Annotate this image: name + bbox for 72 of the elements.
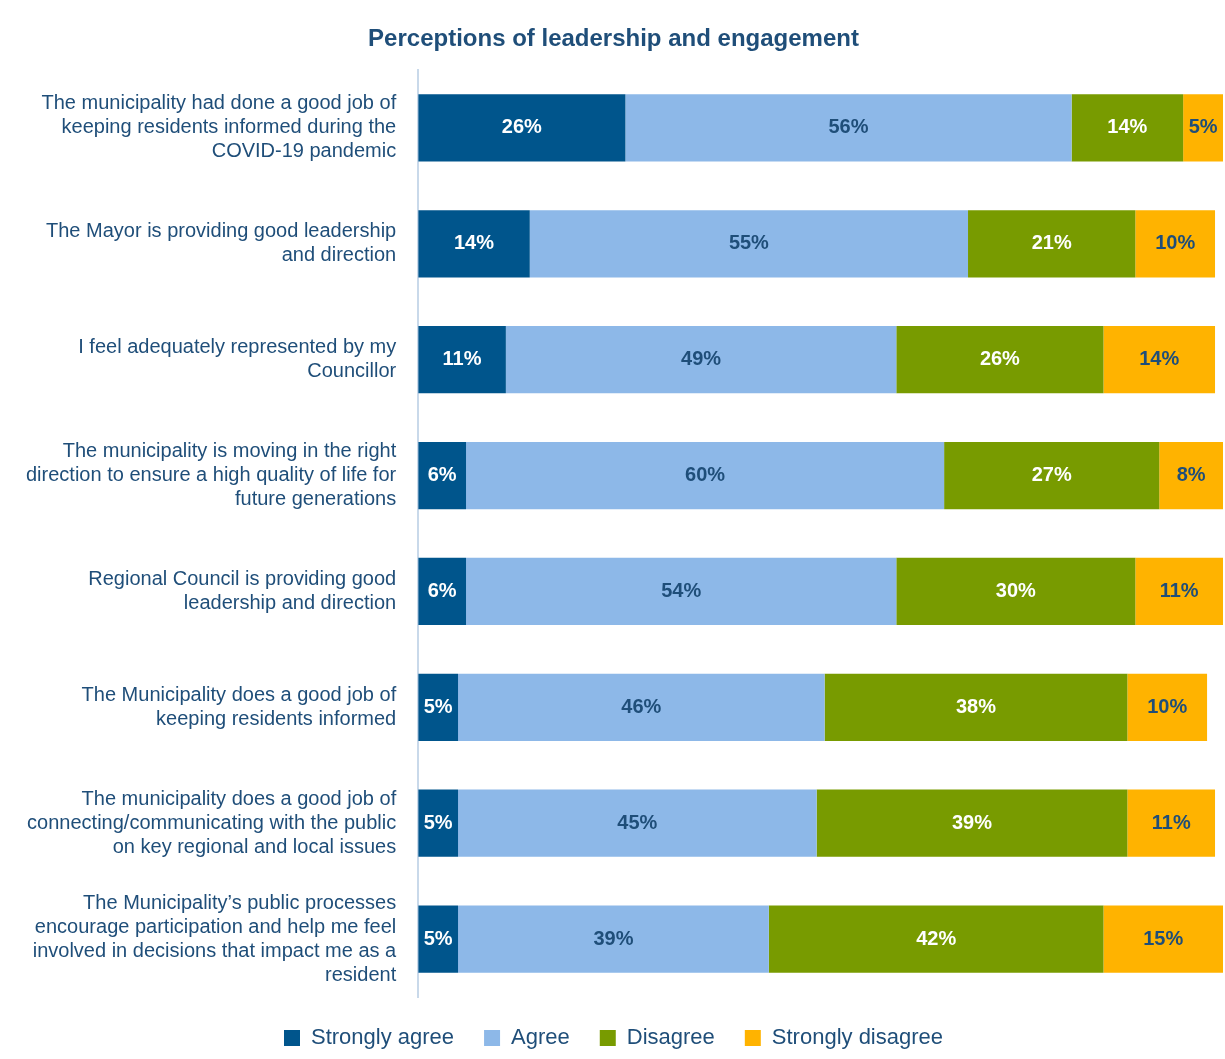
bar <box>1103 326 1216 394</box>
bar <box>418 210 530 278</box>
y-tick-label: The Mayor is providing good leadership and direction <box>46 219 397 266</box>
data-label: 27% <box>1031 463 1072 486</box>
data-label: 38% <box>955 694 997 717</box>
data-label: 60% <box>685 463 726 486</box>
data-label: 6% <box>427 463 457 486</box>
y-tick-label: I feel adequately represented by my Councillor <box>78 335 397 382</box>
y-tick-label: Regional Council is providing good leadership and direction <box>88 566 397 613</box>
bar <box>1183 94 1223 162</box>
data-label: 26% <box>501 115 543 138</box>
bar <box>418 326 506 394</box>
data-label: 30% <box>995 578 1037 601</box>
y-tick-label: The Municipality does a good job of keeping residents informed <box>81 682 397 729</box>
data-label: 39% <box>593 926 634 949</box>
data-label: 8% <box>1176 463 1206 486</box>
data-label: 11% <box>442 347 482 370</box>
legend-label: Strongly agree <box>310 1024 455 1050</box>
bar <box>458 789 817 857</box>
legend-label: Strongly disagree <box>771 1024 944 1050</box>
data-label: 46% <box>621 694 662 717</box>
data-label: 14% <box>1139 347 1180 370</box>
bar <box>458 673 825 741</box>
y-tick-label: The municipality had done a good job of keeping residents informed during the COVID-19 pandemic <box>41 91 397 162</box>
bar <box>1127 673 1208 741</box>
data-label: 26% <box>979 347 1021 370</box>
data-label: 6% <box>427 578 457 601</box>
bar <box>1127 789 1216 857</box>
bar <box>1159 441 1223 510</box>
data-label: 5% <box>1188 115 1218 138</box>
data-label: 11% <box>1151 810 1191 833</box>
bar <box>529 210 969 278</box>
y-tick-label: The municipality does a good job of connecting/communicating with the public on key regional and local issues <box>27 786 397 857</box>
bar <box>768 905 1104 973</box>
legend-label: Agree <box>511 1024 570 1050</box>
bar <box>896 557 1136 626</box>
data-label: 11% <box>1159 578 1199 601</box>
bar <box>824 673 1128 741</box>
bar <box>816 789 1128 857</box>
data-label: 21% <box>1031 231 1072 254</box>
data-label: 10% <box>1155 231 1196 254</box>
bar <box>1071 94 1184 162</box>
data-label: 10% <box>1147 694 1188 717</box>
data-label: 54% <box>661 578 702 601</box>
data-label: 42% <box>916 926 957 949</box>
y-tick-label: The municipality is moving in the right direction to ensure a high quality of life for future generations <box>26 439 397 510</box>
data-label: 14% <box>453 231 495 254</box>
bar <box>1135 210 1216 278</box>
bar <box>458 905 769 973</box>
data-label: 45% <box>617 810 658 833</box>
data-label: 14% <box>1107 115 1148 138</box>
bar <box>466 441 945 510</box>
data-label: 5% <box>423 926 453 949</box>
bar <box>944 441 1160 510</box>
legend-label: Disagree <box>626 1024 715 1050</box>
bar <box>505 326 897 394</box>
bar <box>1103 905 1223 973</box>
data-label: 5% <box>423 810 453 833</box>
data-label: 39% <box>951 810 993 833</box>
bar <box>625 94 1072 162</box>
data-label: 55% <box>728 231 770 254</box>
bar <box>466 557 897 626</box>
data-label: 15% <box>1143 926 1184 949</box>
y-tick-label: The Municipality’s public processes encourage participation and help me feel involved in decisions that impact me as a resident <box>32 890 398 985</box>
bar <box>1135 557 1223 626</box>
bar <box>896 326 1104 394</box>
data-label: 56% <box>828 115 869 138</box>
bar <box>968 210 1136 278</box>
data-label: 5% <box>423 694 453 717</box>
bar <box>418 94 626 162</box>
chart-title: Perceptions of leadership and engagement <box>368 24 859 52</box>
data-label: 49% <box>681 347 722 370</box>
